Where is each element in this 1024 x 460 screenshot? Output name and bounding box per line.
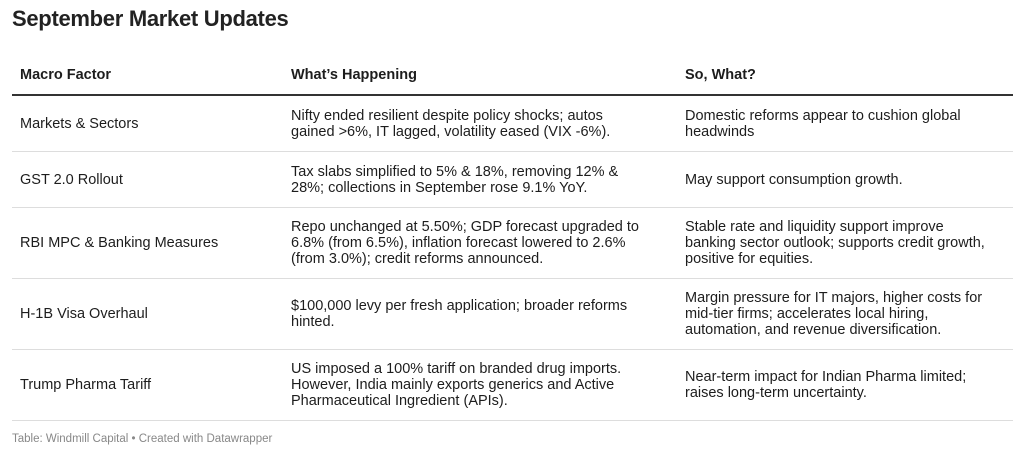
table-row: Trump Pharma Tariff US imposed a 100% tar… bbox=[12, 350, 1013, 421]
table-cell: Repo unchanged at 5.50%; GDP forecast up… bbox=[291, 219, 639, 267]
table: Macro Factor What’s Happening So, What? … bbox=[12, 56, 1013, 421]
table-row: RBI MPC & Banking Measures Repo unchanged… bbox=[12, 208, 1013, 279]
table-row: H-1B Visa Overhaul $100,000 levy per fres… bbox=[12, 279, 1013, 350]
footer: Table: Windmill Capital • Created with D… bbox=[12, 433, 273, 445]
column-header: What’s Happening bbox=[291, 67, 417, 83]
column-header: Macro Factor bbox=[20, 67, 112, 83]
table-cell: Nifty ended resilient despite policy sho… bbox=[291, 107, 611, 140]
header-row: Macro Factor What’s Happening So, What? bbox=[12, 56, 1013, 96]
table-cell: Tax slabs simplified to 5% & 18%, removi… bbox=[291, 163, 619, 196]
table-cell: May support consumption growth. bbox=[685, 171, 903, 188]
table-cell: Stable rate and liquidity support improv… bbox=[685, 219, 985, 267]
table-cell: US imposed a 100% tariff on branded drug… bbox=[291, 361, 622, 409]
table-row: GST 2.0 Rollout Tax slabs simplified to 5… bbox=[12, 152, 1013, 208]
table-cell: Margin pressure for IT majors, higher co… bbox=[685, 290, 983, 338]
table-cell: RBI MPC & Banking Measures bbox=[20, 235, 219, 251]
table-cell: GST 2.0 Rollout bbox=[20, 171, 123, 188]
title: September Market Updates bbox=[12, 6, 289, 31]
column-header: So, What? bbox=[685, 67, 756, 83]
table-cell: H-1B Visa Overhaul bbox=[20, 306, 148, 322]
table-cell: Trump Pharma Tariff bbox=[20, 377, 152, 393]
table-cell: $100,000 levy per fresh application; bro… bbox=[291, 298, 628, 330]
table-cell: Domestic reforms appear to cushion globa… bbox=[685, 107, 961, 140]
table-row: Markets & Sectors Nifty ended resilient d… bbox=[12, 96, 1013, 152]
table-cell: Markets & Sectors bbox=[20, 115, 139, 132]
table-cell: Near-term impact for Indian Pharma limit… bbox=[685, 369, 967, 401]
